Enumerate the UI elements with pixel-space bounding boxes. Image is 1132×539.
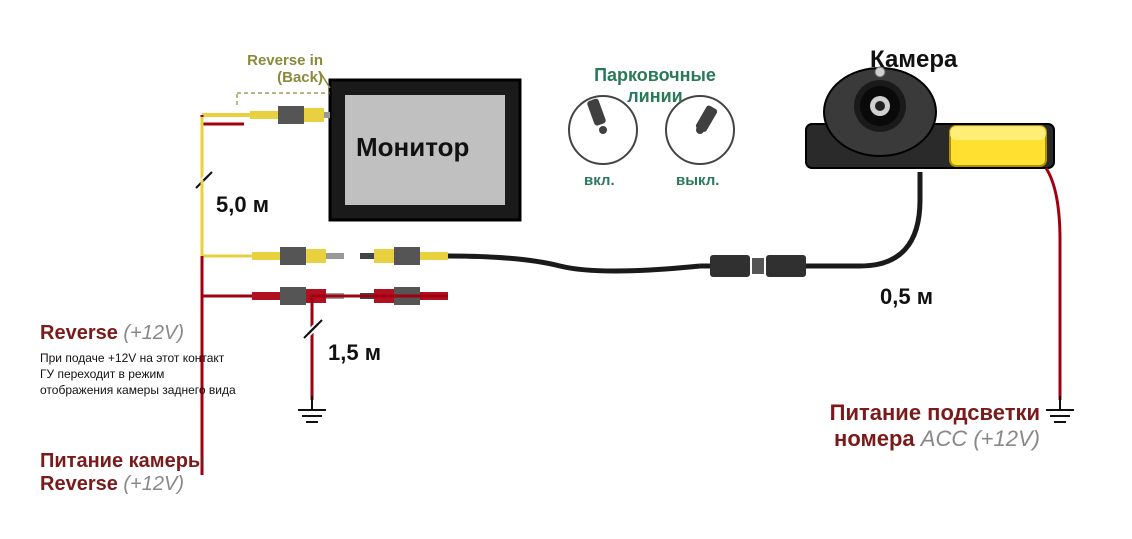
reverse-12v-label: Reverse (+12V) — [40, 322, 184, 345]
plate-power-label: Питание подсветки номера ACC (+12V) — [760, 400, 1040, 452]
rca-upper-yellow — [202, 106, 330, 124]
camera-assembly — [806, 67, 1054, 168]
ground-camera — [1046, 396, 1074, 422]
parking-lines-label: Парковочные линии — [585, 65, 725, 107]
toggle-on-label: вкл. — [584, 172, 615, 189]
reverse-in-label: Reverse in (Back) — [238, 52, 323, 86]
len-5m: 5,0 м — [216, 192, 269, 218]
toggle-off-label: выкл. — [676, 172, 719, 189]
camera-title: Камера — [870, 46, 957, 74]
ground-monitor — [298, 396, 326, 422]
len-1_5m: 1,5 м — [328, 340, 381, 366]
reverse-note: При подаче +12V на этот контакт ГУ перех… — [40, 350, 236, 399]
monitor-label: Монитор — [356, 132, 469, 163]
cam-power-label: Питание камеры Reverse (+12V) — [40, 450, 205, 496]
rca-right-yellow — [360, 247, 448, 265]
rca-left-yellow — [252, 247, 344, 265]
len-0_5m: 0,5 м — [880, 284, 933, 310]
inline-plug — [700, 255, 860, 277]
